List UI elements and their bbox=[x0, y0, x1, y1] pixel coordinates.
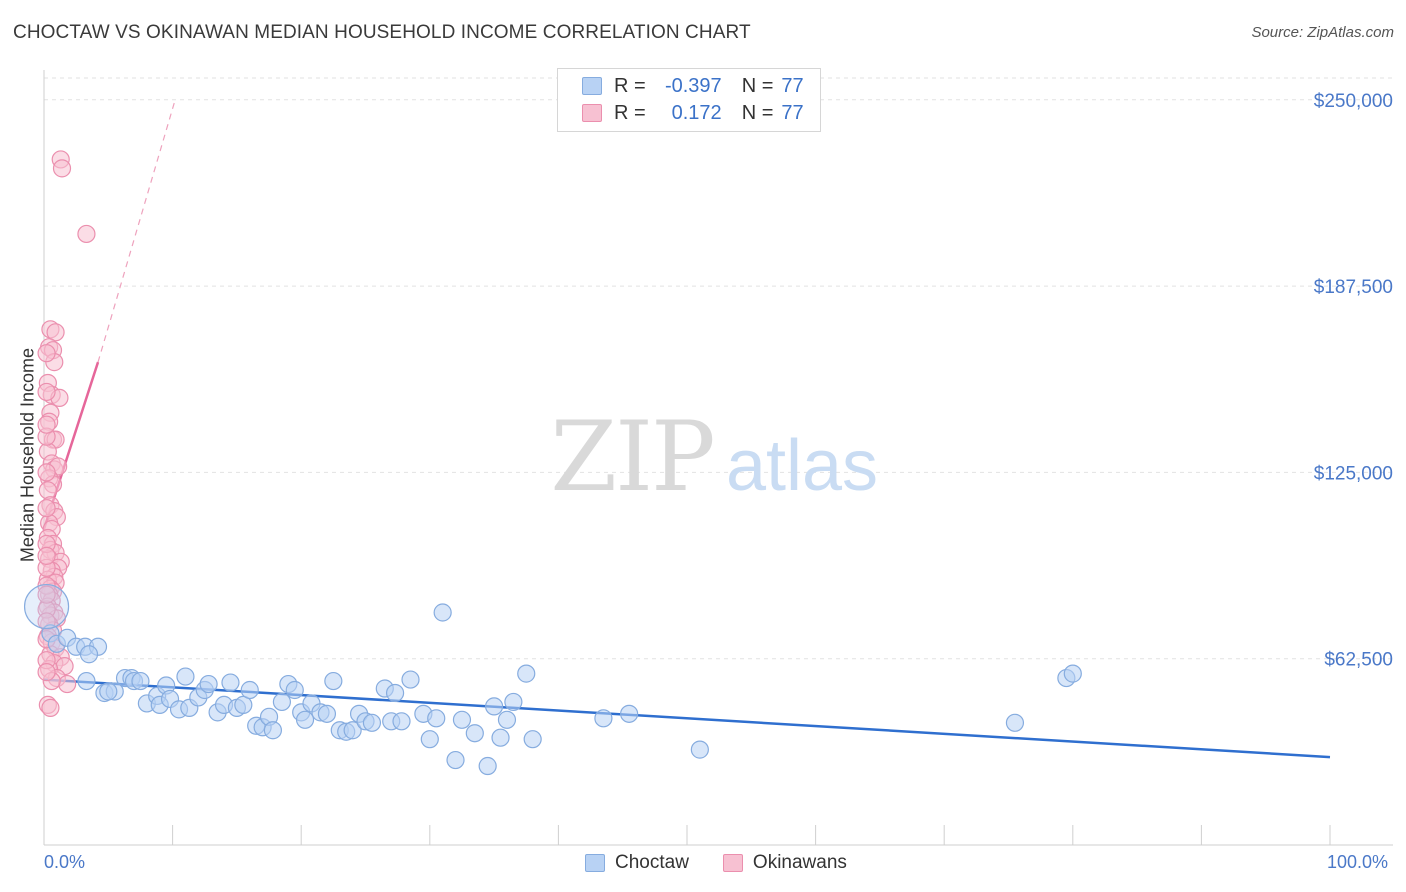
legend-item-choctaw[interactable]: Choctaw bbox=[585, 852, 689, 874]
point-choctaw bbox=[491, 728, 510, 747]
x-tick-min: 0.0% bbox=[44, 852, 86, 872]
y-tick-label: $187,500 bbox=[1314, 277, 1393, 298]
point-okinawans bbox=[37, 382, 56, 402]
point-okinawans bbox=[41, 698, 60, 717]
point-choctaw bbox=[446, 750, 465, 770]
point-choctaw bbox=[433, 603, 452, 622]
watermark: ZIP atlas bbox=[550, 401, 878, 513]
point-choctaw bbox=[221, 673, 240, 692]
point-choctaw bbox=[517, 664, 536, 683]
trend-extension-okinawans bbox=[97, 99, 176, 363]
point-choctaw bbox=[285, 680, 304, 700]
y-tick-label: $250,000 bbox=[1314, 91, 1393, 112]
watermark-zip: ZIP bbox=[550, 401, 713, 513]
point-okinawans bbox=[38, 481, 57, 500]
axes bbox=[43, 70, 1393, 846]
point-choctaw bbox=[465, 724, 484, 743]
okinawans-swatch bbox=[582, 104, 602, 122]
point-choctaw bbox=[497, 710, 517, 729]
point-choctaw bbox=[1005, 713, 1025, 732]
point-choctaw bbox=[263, 721, 283, 740]
point-okinawans bbox=[37, 663, 56, 682]
point-okinawans bbox=[37, 463, 56, 482]
y-tick-label: $125,000 bbox=[1314, 463, 1393, 484]
point-choctaw bbox=[131, 671, 150, 691]
trend-line-choctaw bbox=[43, 678, 1331, 759]
point-choctaw bbox=[420, 730, 439, 749]
y-axis-label: Median Household Income bbox=[17, 347, 38, 563]
point-choctaw bbox=[594, 709, 613, 728]
point-okinawans bbox=[52, 159, 72, 178]
point-okinawans bbox=[37, 415, 56, 434]
point-choctaw bbox=[620, 704, 639, 723]
point-choctaw bbox=[343, 721, 362, 740]
point-choctaw bbox=[79, 645, 99, 664]
y-tick-labels: $62,500 $125,000 $187,500 $250,000 bbox=[1314, 91, 1393, 671]
point-choctaw bbox=[401, 670, 420, 689]
gridlines bbox=[44, 77, 1393, 660]
point-choctaw bbox=[1063, 664, 1082, 683]
legend-row-okinawans: R = 0.172 N = 77 bbox=[582, 101, 804, 125]
legend-row-choctaw: R = -0.397 N = 77 bbox=[582, 74, 804, 98]
x-tick-max: 100.0% bbox=[1327, 852, 1389, 872]
point-okinawans bbox=[37, 546, 56, 565]
point-okinawans bbox=[77, 224, 96, 244]
point-choctaw bbox=[77, 671, 96, 691]
point-choctaw bbox=[295, 710, 315, 729]
point-okinawans bbox=[37, 585, 56, 604]
point-choctaw bbox=[504, 692, 523, 712]
choctaw-swatch bbox=[582, 77, 602, 95]
r-value: -0.397 bbox=[664, 74, 722, 97]
okinawans-swatch bbox=[722, 854, 743, 872]
point-choctaw bbox=[176, 667, 195, 686]
y-tick-label: $62,500 bbox=[1324, 650, 1393, 671]
point-choctaw bbox=[99, 682, 118, 701]
point-choctaw bbox=[392, 712, 411, 731]
r-label: R = bbox=[614, 101, 646, 124]
point-choctaw bbox=[385, 683, 405, 703]
point-choctaw bbox=[199, 674, 218, 694]
n-value: 77 bbox=[781, 74, 804, 97]
point-choctaw bbox=[23, 583, 70, 630]
point-choctaw bbox=[317, 704, 337, 723]
source-label: Source: ZipAtlas.com bbox=[1251, 24, 1394, 41]
point-choctaw bbox=[452, 710, 472, 729]
legend-item-okinawans[interactable]: Okinawans bbox=[722, 852, 847, 874]
point-choctaw bbox=[324, 671, 343, 691]
point-okinawans bbox=[37, 344, 56, 363]
data-points bbox=[23, 150, 1082, 776]
legend-label-okinawans: Okinawans bbox=[752, 852, 847, 873]
point-choctaw bbox=[478, 756, 497, 776]
point-choctaw bbox=[427, 709, 446, 728]
point-choctaw bbox=[240, 680, 259, 700]
point-okinawans bbox=[37, 499, 56, 518]
point-okinawans bbox=[58, 674, 77, 694]
legend-label-choctaw: Choctaw bbox=[615, 852, 689, 873]
chart-title: CHOCTAW VS OKINAWAN MEDIAN HOUSEHOLD INC… bbox=[13, 22, 751, 43]
n-label: N = bbox=[741, 101, 774, 124]
point-choctaw bbox=[690, 740, 709, 759]
series-legend: Choctaw Okinawans bbox=[585, 852, 881, 874]
watermark-atlas: atlas bbox=[726, 426, 878, 506]
r-value: 0.172 bbox=[671, 101, 722, 124]
choctaw-swatch bbox=[585, 854, 605, 872]
point-choctaw bbox=[523, 730, 542, 749]
point-choctaw bbox=[362, 713, 382, 732]
correlation-legend: R = -0.397 N = 77 R = 0.172 N = 77 bbox=[557, 68, 821, 132]
n-label: N = bbox=[741, 74, 774, 97]
r-label: R = bbox=[614, 74, 646, 97]
point-choctaw bbox=[485, 697, 504, 716]
point-choctaw bbox=[272, 692, 292, 712]
n-value: 77 bbox=[781, 101, 804, 124]
